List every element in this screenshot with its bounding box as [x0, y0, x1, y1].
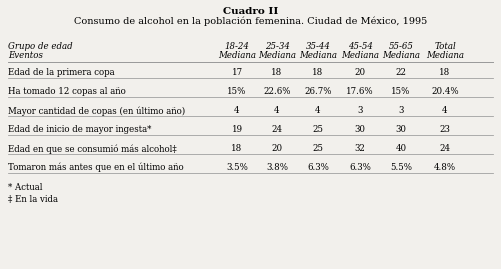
Text: Mediana: Mediana [218, 51, 256, 60]
Text: 6.3%: 6.3% [349, 163, 371, 172]
Text: 4: 4 [442, 106, 448, 115]
Text: 25: 25 [313, 144, 324, 153]
Text: 4.8%: 4.8% [434, 163, 456, 172]
Text: Mayor cantidad de copas (en último año): Mayor cantidad de copas (en último año) [8, 106, 185, 115]
Text: 30: 30 [355, 125, 366, 134]
Text: Total: Total [434, 42, 456, 51]
Text: 18: 18 [272, 68, 283, 77]
Text: 6.3%: 6.3% [307, 163, 329, 172]
Text: 3.8%: 3.8% [266, 163, 288, 172]
Text: Mediana: Mediana [299, 51, 337, 60]
Text: 15%: 15% [227, 87, 246, 96]
Text: Ha tomado 12 copas al año: Ha tomado 12 copas al año [8, 87, 126, 96]
Text: 17.6%: 17.6% [346, 87, 374, 96]
Text: 30: 30 [395, 125, 406, 134]
Text: 18: 18 [439, 68, 450, 77]
Text: 3: 3 [357, 106, 363, 115]
Text: Eventos: Eventos [8, 51, 43, 60]
Text: 19: 19 [231, 125, 242, 134]
Text: Edad de inicio de mayor ingesta*: Edad de inicio de mayor ingesta* [8, 125, 151, 134]
Text: 35-44: 35-44 [306, 42, 331, 51]
Text: 5.5%: 5.5% [390, 163, 412, 172]
Text: 3.5%: 3.5% [226, 163, 248, 172]
Text: 22.6%: 22.6% [263, 87, 291, 96]
Text: Tomaron más antes que en el último año: Tomaron más antes que en el último año [8, 163, 184, 172]
Text: 32: 32 [355, 144, 365, 153]
Text: 3: 3 [398, 106, 404, 115]
Text: Mediana: Mediana [258, 51, 296, 60]
Text: 18: 18 [231, 144, 242, 153]
Text: 24: 24 [272, 125, 283, 134]
Text: ‡ En la vida: ‡ En la vida [8, 195, 58, 204]
Text: 23: 23 [439, 125, 450, 134]
Text: 24: 24 [439, 144, 450, 153]
Text: Mediana: Mediana [426, 51, 464, 60]
Text: 18: 18 [313, 68, 324, 77]
Text: 40: 40 [395, 144, 407, 153]
Text: Grupo de edad: Grupo de edad [8, 42, 73, 51]
Text: 4: 4 [315, 106, 321, 115]
Text: Mediana: Mediana [341, 51, 379, 60]
Text: 17: 17 [231, 68, 242, 77]
Text: 15%: 15% [391, 87, 411, 96]
Text: Cuadro II: Cuadro II [223, 7, 278, 16]
Text: 20.4%: 20.4% [431, 87, 459, 96]
Text: 45-54: 45-54 [348, 42, 372, 51]
Text: Edad de la primera copa: Edad de la primera copa [8, 68, 115, 77]
Text: 18-24: 18-24 [224, 42, 249, 51]
Text: Mediana: Mediana [382, 51, 420, 60]
Text: Consumo de alcohol en la población femenina. Ciudad de México, 1995: Consumo de alcohol en la población femen… [74, 17, 427, 27]
Text: 25: 25 [313, 125, 324, 134]
Text: 55-65: 55-65 [389, 42, 413, 51]
Text: 4: 4 [274, 106, 280, 115]
Text: 22: 22 [395, 68, 406, 77]
Text: 20: 20 [272, 144, 283, 153]
Text: Edad en que se consumió más alcohol‡: Edad en que se consumió más alcohol‡ [8, 144, 177, 154]
Text: 4: 4 [234, 106, 240, 115]
Text: * Actual: * Actual [8, 183, 43, 192]
Text: 26.7%: 26.7% [304, 87, 332, 96]
Text: 25-34: 25-34 [265, 42, 290, 51]
Text: 20: 20 [354, 68, 366, 77]
